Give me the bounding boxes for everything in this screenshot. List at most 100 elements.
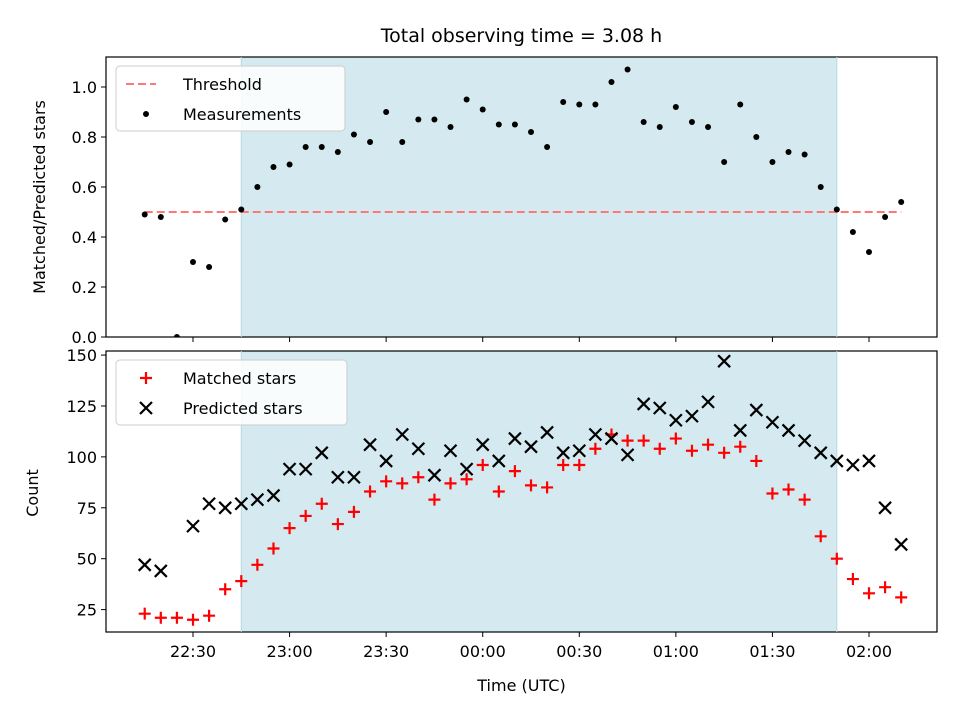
measurement-point <box>624 66 631 73</box>
predicted-stars-point <box>685 409 699 423</box>
predicted-stars-point <box>846 458 860 472</box>
matched-stars-point <box>669 432 682 445</box>
matched-stars-point <box>621 434 634 447</box>
measurement-point <box>560 99 567 105</box>
matched-stars-point <box>412 471 425 484</box>
legend-measurement-swatch <box>143 111 149 117</box>
measurement-point <box>367 139 374 145</box>
measurement-point <box>254 184 261 190</box>
y-tick-label: 125 <box>66 397 97 416</box>
measurement-point <box>801 151 808 158</box>
measurement-point <box>576 101 583 108</box>
measurement-point <box>866 249 872 255</box>
predicted-stars-point <box>411 441 426 456</box>
matched-stars-point <box>444 477 457 490</box>
measurement-point <box>318 144 325 150</box>
x-tick-label: 02:00 <box>846 642 892 661</box>
matched-stars-point <box>525 479 537 492</box>
predicted-stars-point <box>427 468 442 482</box>
matched-stars-point <box>782 483 795 496</box>
predicted-stars-point <box>234 496 249 511</box>
measurement-point <box>415 116 422 123</box>
predicted-stars-point <box>475 437 490 452</box>
matched-stars-point <box>814 530 827 543</box>
y-tick-label: 100 <box>66 448 97 467</box>
x-tick-label: 01:30 <box>749 642 795 661</box>
predicted-stars-point <box>363 437 377 452</box>
top-panel-frame <box>105 56 938 338</box>
y-tick-label: 0.6 <box>72 178 97 197</box>
measurement-point <box>833 206 840 213</box>
matched-stars-point <box>203 609 216 622</box>
matched-stars-point <box>541 481 554 494</box>
predicted-stars-point <box>588 427 603 442</box>
matched-stars-point <box>331 518 344 531</box>
predicted-stars-point <box>556 446 570 460</box>
matched-stars-point <box>428 493 441 506</box>
matched-stars-point <box>830 552 843 565</box>
matched-stars-point <box>734 440 747 453</box>
matched-stars-point <box>637 434 650 447</box>
matched-stars-point <box>380 475 393 488</box>
matched-stars-point <box>267 542 280 555</box>
measurement-point <box>431 116 438 123</box>
predicted-stars-point <box>250 492 265 507</box>
measurement-point <box>640 119 647 125</box>
y-tick-label: 25 <box>77 601 97 620</box>
measurement-point <box>656 124 663 130</box>
legend-box <box>115 65 346 132</box>
matched-stars-point <box>170 611 183 624</box>
predicted-stars-point <box>878 501 892 515</box>
matched-stars-point <box>251 558 264 571</box>
measurement-point <box>721 159 728 165</box>
y-tick-label: 1.0 <box>72 78 97 97</box>
measurement-point <box>849 229 856 235</box>
predicted-stars-point <box>620 448 635 462</box>
matched-stars-point <box>589 442 602 455</box>
y-tick-label: 75 <box>77 499 97 518</box>
matched-stars-point <box>138 607 151 620</box>
y-tick-label: 50 <box>77 550 97 569</box>
y-tick-label: 150 <box>66 346 97 365</box>
chart-title: Total observing time = 3.08 h <box>380 25 662 47</box>
measurement-point <box>544 144 551 150</box>
predicted-stars-point <box>347 470 361 485</box>
predicted-stars-point <box>314 446 329 460</box>
predicted-stars-point <box>186 519 200 533</box>
x-tick-label: 01:00 <box>653 642 699 661</box>
measurement-point <box>173 334 180 337</box>
matched-stars-point <box>187 613 199 626</box>
matched-stars-point <box>396 477 409 490</box>
matched-stars-point <box>476 459 489 472</box>
predicted-stars-point <box>604 431 619 446</box>
measurement-point <box>705 124 712 130</box>
y-tick-label: 0.2 <box>72 278 97 297</box>
measurement-point <box>447 124 454 130</box>
matched-stars-point <box>846 573 859 586</box>
x-tick-label: 00:00 <box>460 642 506 661</box>
measurement-point <box>334 149 341 155</box>
predicted-stars-point <box>282 462 297 476</box>
measurement-point <box>479 106 486 113</box>
predicted-stars-point <box>266 488 281 503</box>
matched-stars-point <box>895 591 908 604</box>
predicted-stars-point <box>137 558 152 572</box>
matched-stars-point <box>718 446 731 459</box>
measurement-point <box>785 149 792 155</box>
predicted-stars-point <box>492 454 506 468</box>
x-tick-label: 23:00 <box>267 642 313 661</box>
predicted-stars-point <box>218 501 232 515</box>
matched-stars-point <box>492 485 505 498</box>
predicted-stars-point <box>636 397 651 411</box>
predicted-stars-point <box>459 462 474 476</box>
matched-stars-point <box>863 587 875 600</box>
marks-group <box>141 66 905 337</box>
predicted-stars-point <box>395 427 410 442</box>
matched-stars-point <box>235 575 248 588</box>
matched-stars-point <box>798 493 811 506</box>
x-tick-label: 23:30 <box>363 642 409 661</box>
y-tick-label: 0.4 <box>72 228 97 247</box>
predicted-stars-point <box>797 433 812 448</box>
predicted-stars-point <box>379 454 393 468</box>
measurement-point <box>495 121 502 128</box>
